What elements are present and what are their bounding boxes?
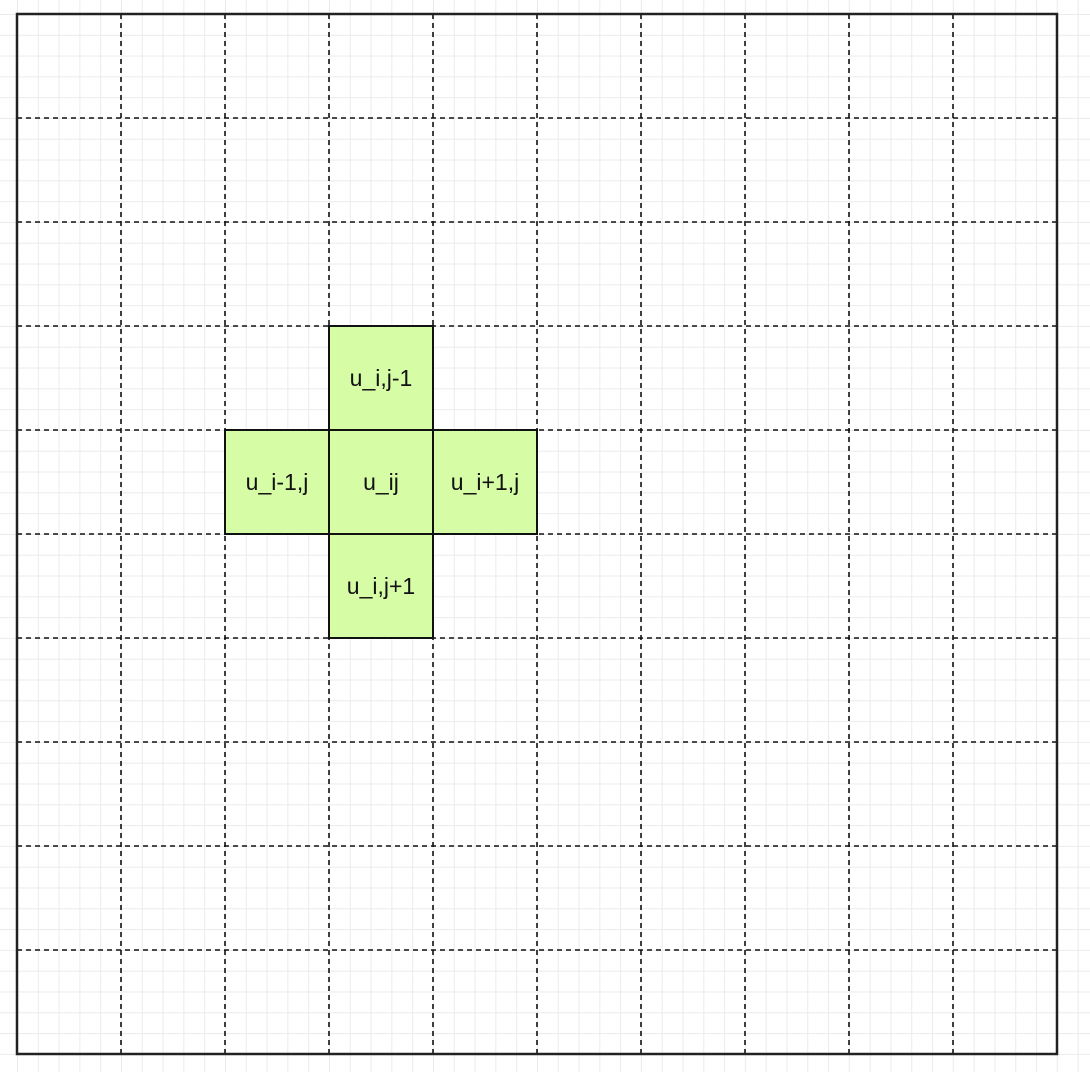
- stencil-cell-center: u_ij: [328, 429, 434, 535]
- stencil-cell-label: u_i+1,j: [451, 469, 519, 495]
- stencil-cell-box: [328, 533, 434, 639]
- stencil-cell-label: u_i-1,j: [246, 469, 309, 495]
- stencil-cells: u_ij u_i,j-1 u_i,j+1 u_i-1,j u_i+1,j: [224, 325, 538, 639]
- stencil-cell-right: u_i+1,j: [432, 429, 538, 535]
- stencil-cell-box: [224, 429, 330, 535]
- grid-lines: [17, 14, 1057, 1054]
- stencil-cell-up: u_i,j-1: [328, 325, 434, 431]
- grid-border: [15, 12, 1059, 1056]
- stencil-cell-left: u_i-1,j: [224, 429, 330, 535]
- stencil-cell-label: u_i,j+1: [347, 573, 415, 599]
- stencil-cell-label: u_ij: [363, 469, 399, 495]
- stencil-cell-box: [432, 429, 538, 535]
- stencil-cell-label: u_i,j-1: [350, 365, 413, 391]
- stencil-cell-down: u_i,j+1: [328, 533, 434, 639]
- stencil-cell-box: [328, 325, 434, 431]
- stencil-cell-box: [328, 429, 434, 535]
